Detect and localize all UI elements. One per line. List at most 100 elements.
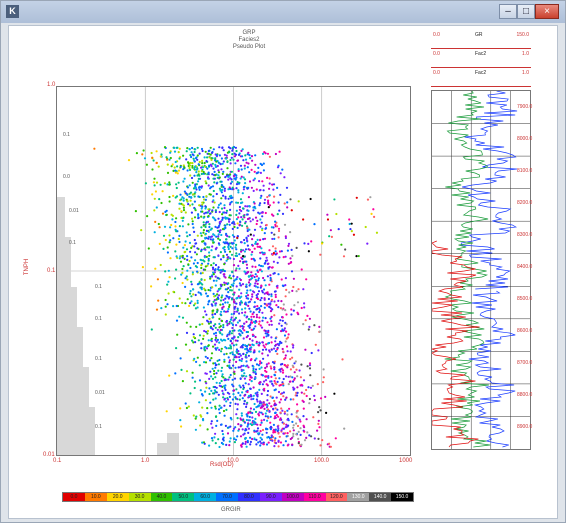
track-header-gr[interactable]: 0.0 GR 150.0 <box>431 30 531 49</box>
scatter-point <box>317 349 320 352</box>
minimize-icon[interactable]: – <box>499 4 517 19</box>
scatter-point <box>211 311 214 315</box>
histogram-label: 0.1 <box>95 316 102 322</box>
scatter-point <box>319 397 323 400</box>
scatter-point <box>194 307 197 310</box>
scatter-point <box>254 325 257 328</box>
scatter-point <box>170 213 173 216</box>
close-icon[interactable]: × <box>535 4 559 19</box>
scatter-point <box>226 333 229 336</box>
track-header-fac2b[interactable]: 0.0 Fac2 1.0 <box>431 68 531 87</box>
scatter-point <box>181 203 184 206</box>
scatter-point <box>251 238 254 241</box>
scatter-point <box>194 417 197 420</box>
scatter-point <box>296 375 299 378</box>
scatter-point <box>220 366 224 369</box>
scatter-point <box>228 223 231 226</box>
scatter-point <box>218 210 221 214</box>
scatter-point <box>320 242 324 245</box>
scatter-point <box>244 355 247 358</box>
histogram-bars <box>57 197 95 455</box>
scatter-point <box>200 147 204 151</box>
scatter-point <box>274 407 277 410</box>
scatter-point <box>197 195 200 198</box>
scatter-point <box>166 251 169 254</box>
title-bar[interactable]: K – □ × <box>1 1 565 23</box>
scatter-point <box>228 203 232 206</box>
scatter-point <box>234 426 237 429</box>
scatter-point <box>181 380 184 383</box>
scatter-point <box>187 263 190 266</box>
scatter-point <box>219 271 222 274</box>
scatter-point <box>206 295 209 298</box>
scatter-point <box>223 189 226 192</box>
scatter-point <box>266 389 270 393</box>
scatter-point <box>247 394 251 398</box>
scatter-point <box>215 302 218 305</box>
crossplot-frame[interactable] <box>56 86 411 456</box>
scatter-point <box>217 277 220 280</box>
y-axis-label: TNPH <box>24 258 31 276</box>
scatter-point <box>178 225 181 228</box>
scatter-point <box>352 233 356 236</box>
scatter-point <box>202 337 205 340</box>
scatter-point <box>280 324 283 327</box>
scatter-point <box>249 310 252 313</box>
scatter-point <box>263 232 266 235</box>
scatter-point <box>280 250 283 253</box>
scatter-point <box>245 413 248 416</box>
scatter-point <box>247 281 251 284</box>
log-track-area[interactable] <box>431 90 531 450</box>
scatter-point <box>272 407 275 410</box>
app-icon[interactable]: K <box>6 5 19 18</box>
scatter-point <box>335 212 338 216</box>
scatter-point <box>266 275 269 278</box>
scatter-point <box>235 213 238 216</box>
scatter-point <box>185 331 189 334</box>
scatter-point <box>277 440 280 443</box>
scatter-point <box>203 256 206 259</box>
scatter-point <box>273 404 276 407</box>
scatter-point <box>182 164 185 167</box>
track-header-fac2[interactable]: 0.0 Fac2 1.0 <box>431 49 531 68</box>
scatter-point <box>269 365 272 368</box>
scatter-point <box>229 347 233 350</box>
scatter-point <box>284 236 287 240</box>
scatter-point <box>174 250 177 253</box>
scatter-point <box>296 409 299 412</box>
scatter-point <box>241 331 244 334</box>
scatter-point <box>220 189 223 192</box>
maximize-icon[interactable]: □ <box>517 4 535 19</box>
scatter-point <box>270 315 273 318</box>
scatter-point <box>253 349 256 352</box>
scatter-point <box>174 160 177 164</box>
scatter-point <box>279 340 282 343</box>
scatter-point <box>313 437 316 440</box>
scatter-point <box>201 283 204 286</box>
scatter-point <box>285 288 288 291</box>
scatter-point <box>250 358 253 361</box>
scatter-point <box>225 443 228 446</box>
scatter-point <box>200 226 203 229</box>
scatter-point <box>284 235 287 238</box>
scatter-point <box>287 375 290 378</box>
scatter-point <box>145 163 148 166</box>
scatter-point <box>240 250 243 253</box>
scatter-point <box>209 320 212 323</box>
scatter-point <box>239 198 243 201</box>
scatter-point <box>262 276 265 280</box>
scatter-point <box>235 218 238 221</box>
scatter-point <box>150 151 153 155</box>
scatter-point <box>273 399 276 403</box>
scatter-point <box>166 158 169 161</box>
scatter-point <box>255 280 258 283</box>
scatter-point <box>265 363 268 366</box>
scatter-point <box>259 440 262 443</box>
scatter-point <box>190 211 193 214</box>
x-tick-label: 0.1 <box>53 458 62 464</box>
scatter-point <box>240 149 243 152</box>
scatter-point <box>285 423 288 426</box>
scatter-point <box>208 149 211 152</box>
scatter-point <box>258 268 261 271</box>
scatter-point <box>276 343 279 346</box>
